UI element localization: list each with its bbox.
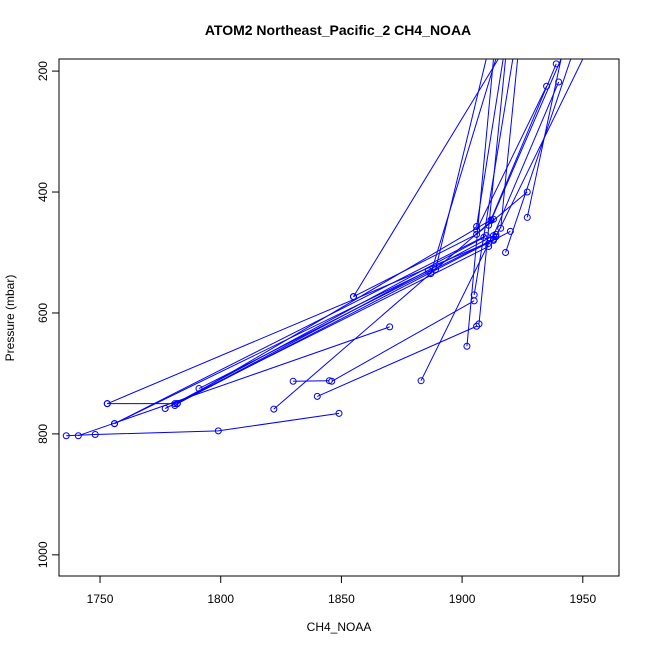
data-point (103, 400, 111, 408)
data-point (432, 265, 440, 273)
profile-line (177, 230, 511, 405)
profile-line (107, 239, 494, 405)
data-point (335, 409, 343, 417)
x-tick-label: 1900 (449, 592, 476, 606)
data-point (328, 377, 336, 385)
data-point (161, 405, 169, 413)
y-tick-label: 800 (36, 424, 50, 444)
data-point (173, 400, 181, 408)
x-tick-label: 1750 (87, 592, 114, 606)
data-point (506, 227, 514, 235)
profile-line (495, 59, 584, 237)
x-tick-label: 1800 (207, 592, 234, 606)
data-point (111, 420, 119, 428)
data-point (427, 270, 435, 278)
profile-line (114, 270, 429, 425)
profile-line (488, 63, 557, 226)
data-point (417, 377, 425, 385)
y-tick-label: 1000 (36, 541, 50, 568)
data-point (487, 216, 495, 224)
profile-line (114, 235, 487, 425)
plot-area (62, 59, 584, 440)
profile-line (476, 59, 504, 227)
y-axis: 200 400 600 800 1000 (36, 61, 60, 568)
profile-line (500, 59, 519, 229)
profile-line (353, 191, 528, 298)
data-point (313, 392, 321, 400)
data-point (523, 213, 531, 221)
data-point (289, 377, 297, 385)
profile-line (107, 236, 485, 405)
data-point (463, 342, 471, 350)
x-axis: 1750 1800 1850 1900 1950 (87, 575, 596, 606)
y-tick-label: 200 (36, 61, 50, 81)
data-point (386, 323, 394, 331)
data-point (502, 248, 510, 256)
data-point (214, 427, 222, 435)
profile-line (174, 219, 492, 406)
data-point (485, 239, 493, 247)
data-point (492, 233, 500, 241)
data-point (473, 322, 481, 330)
data-point (91, 431, 99, 439)
profile-line (273, 218, 494, 410)
data-point (62, 432, 70, 440)
profile-line (505, 59, 572, 253)
data-point (349, 293, 357, 301)
x-tick-label: 1950 (569, 592, 596, 606)
y-tick-label: 400 (36, 182, 50, 202)
data-point (482, 232, 490, 240)
profile-line (353, 59, 499, 297)
profile-line (66, 412, 340, 437)
y-axis-label: Pressure (mbar) (3, 275, 17, 362)
data-point (489, 235, 497, 243)
profile-line (493, 81, 560, 236)
profile-line (478, 59, 507, 324)
profile-line (198, 238, 494, 389)
profile-line (476, 85, 548, 231)
profile-line (331, 300, 475, 382)
x-axis-label: CH4_NOAA (307, 620, 372, 634)
data-point (473, 226, 481, 234)
profile-line (430, 59, 497, 274)
profile-line (420, 243, 490, 381)
profile-line (526, 59, 562, 218)
profile-line (490, 59, 562, 221)
data-point (270, 405, 278, 413)
chart-title: ATOM2 Northeast_Pacific_2 CH4_NOAA (205, 22, 471, 38)
x-tick-label: 1850 (328, 592, 355, 606)
profile-line (317, 325, 477, 397)
data-point (555, 78, 563, 86)
profile-line (293, 380, 330, 382)
data-point (475, 320, 483, 328)
data-point (470, 291, 478, 299)
data-point (195, 385, 203, 393)
profile-line (78, 326, 390, 437)
data-point (74, 432, 82, 440)
data-point (497, 224, 505, 232)
profile-line (435, 59, 487, 270)
y-tick-label: 600 (36, 303, 50, 323)
